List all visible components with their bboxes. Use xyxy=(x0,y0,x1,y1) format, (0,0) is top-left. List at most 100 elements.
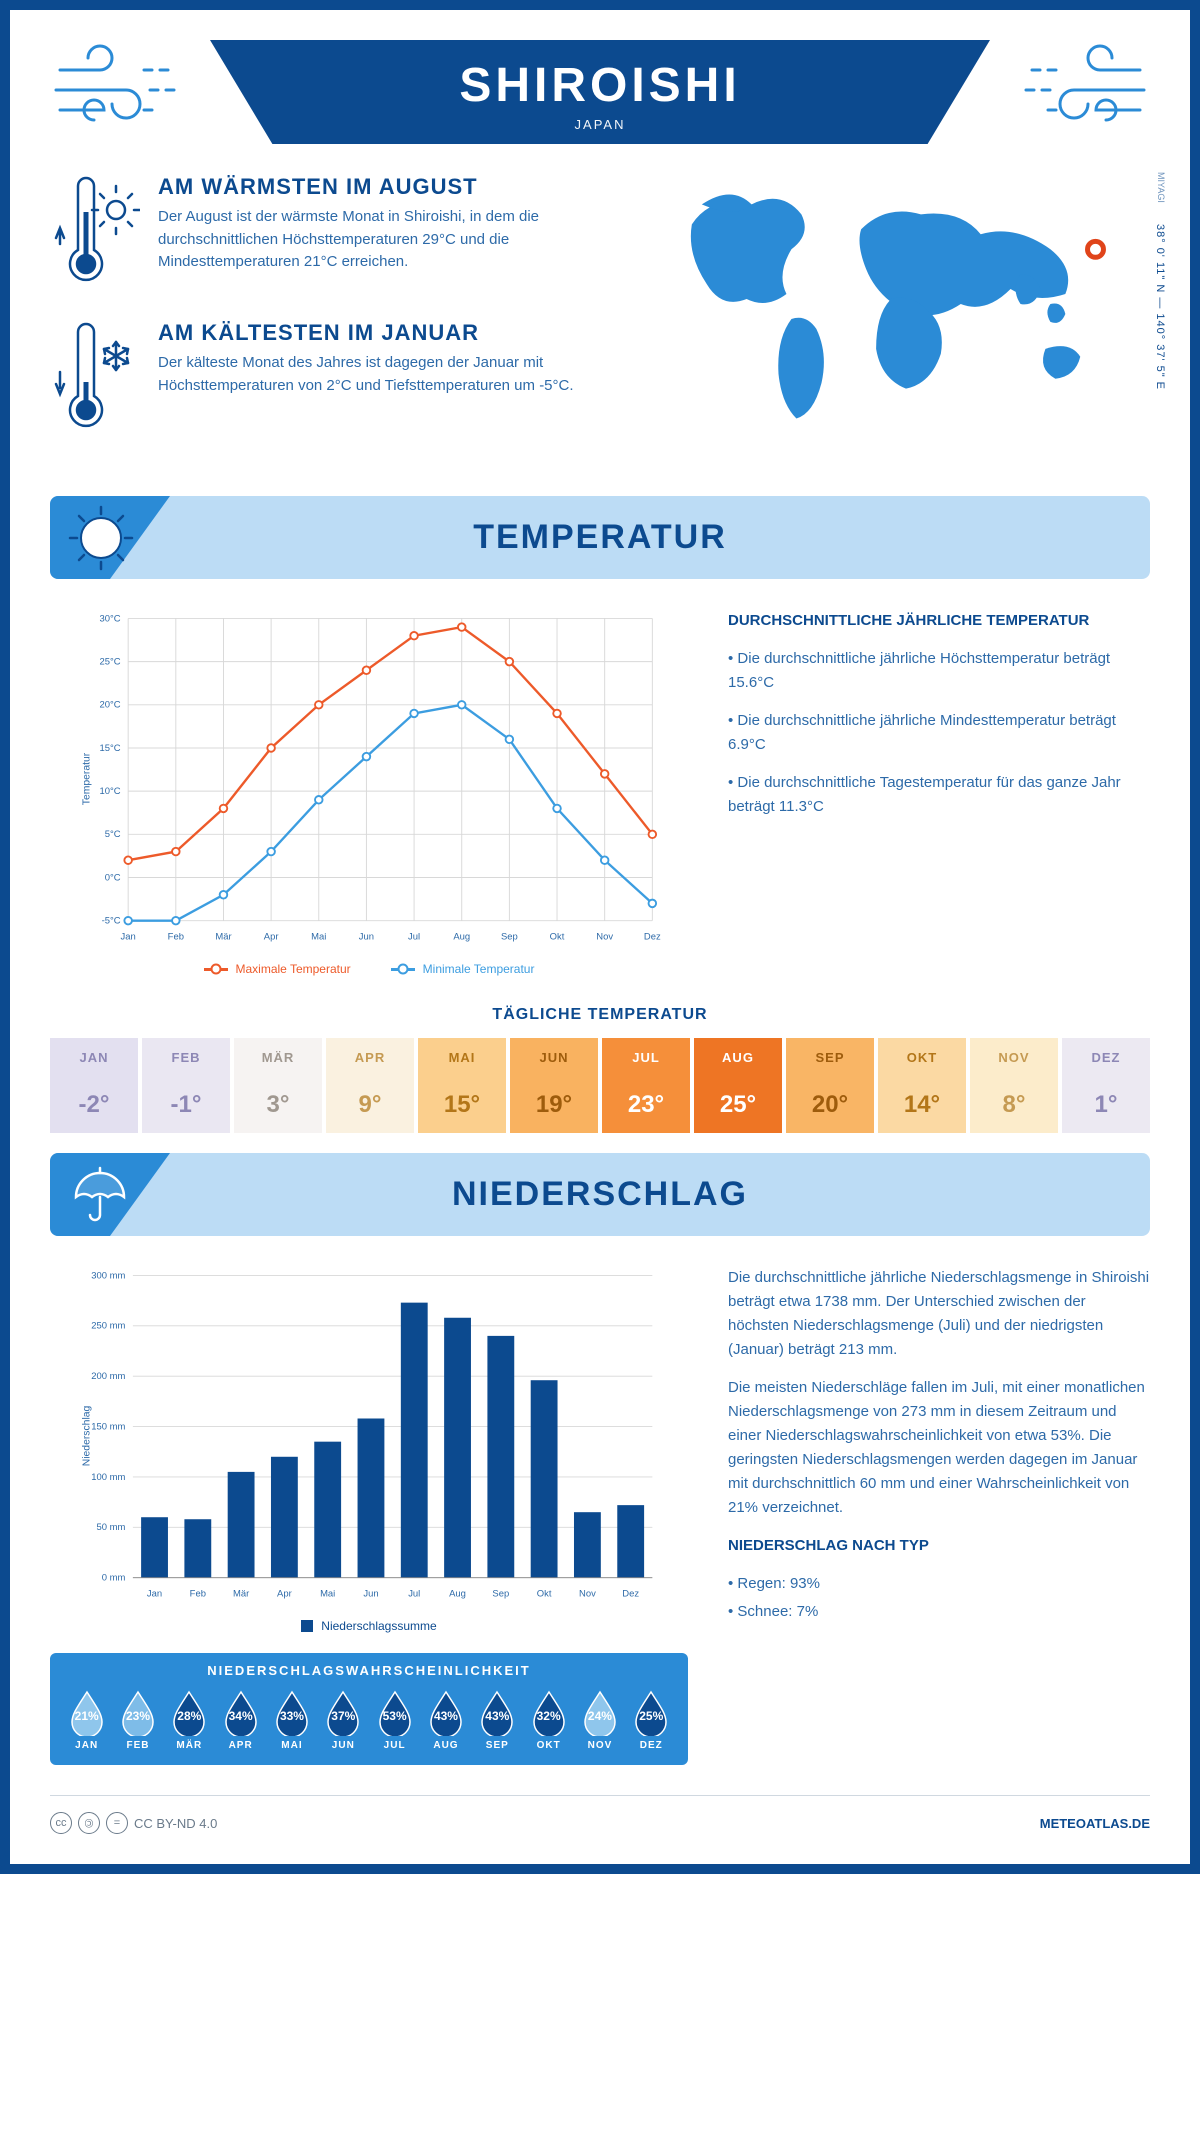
svg-text:5°C: 5°C xyxy=(105,829,121,840)
region-label: MIYAGI xyxy=(1156,172,1166,203)
daily-cell: JUN 19° xyxy=(510,1038,598,1133)
svg-text:Sep: Sep xyxy=(501,932,518,943)
svg-text:Feb: Feb xyxy=(168,932,184,943)
svg-text:Nov: Nov xyxy=(579,1589,596,1600)
world-map: MIYAGI 38° 0' 11" N — 140° 37' 5" E xyxy=(652,174,1150,466)
svg-text:Aug: Aug xyxy=(453,932,470,943)
daily-cell: AUG 25° xyxy=(694,1038,782,1133)
svg-text:0°C: 0°C xyxy=(105,872,121,883)
daily-cell: FEB -1° xyxy=(142,1038,230,1133)
svg-text:Mär: Mär xyxy=(233,1589,249,1600)
svg-text:Aug: Aug xyxy=(449,1589,466,1600)
svg-text:15°C: 15°C xyxy=(100,743,121,754)
precip-type-2: • Schnee: 7% xyxy=(728,1600,1150,1624)
precip-title: NIEDERSCHLAG xyxy=(50,1175,1150,1214)
precip-drop: 33% MAI xyxy=(267,1688,316,1751)
legend-precip-sum: Niederschlagssumme xyxy=(301,1619,436,1633)
precip-body-1: Die durchschnittliche jährliche Niedersc… xyxy=(728,1266,1150,1362)
temperature-chart-row: -5°C0°C5°C10°C15°C20°C25°C30°CJanFebMärA… xyxy=(50,609,1150,976)
temperature-title: TEMPERATUR xyxy=(50,518,1150,557)
svg-text:Nov: Nov xyxy=(596,932,613,943)
svg-text:Mär: Mär xyxy=(215,932,231,943)
intro-left: AM WÄRMSTEN IM AUGUST Der August ist der… xyxy=(50,174,622,466)
daily-cell: DEZ 1° xyxy=(1062,1038,1150,1133)
coldest-text: AM KÄLTESTEN IM JANUAR Der kälteste Mona… xyxy=(158,320,622,440)
world-map-svg xyxy=(652,174,1150,434)
svg-text:Okt: Okt xyxy=(537,1589,552,1600)
sun-icon xyxy=(66,503,136,573)
temp-side-3: • Die durchschnittliche Tagestemperatur … xyxy=(728,771,1150,819)
svg-text:Jun: Jun xyxy=(359,932,374,943)
daily-cell: JUL 23° xyxy=(602,1038,690,1133)
credit-text: METEOATLAS.DE xyxy=(1040,1816,1150,1831)
daily-temp-grid: JAN -2°FEB -1°MÄR 3°APR 9°MAI 15°JUN 19°… xyxy=(50,1038,1150,1133)
umbrella-icon xyxy=(66,1163,130,1227)
svg-text:Dez: Dez xyxy=(644,932,661,943)
precip-drop: 43% SEP xyxy=(473,1688,522,1751)
svg-text:100 mm: 100 mm xyxy=(91,1472,125,1483)
coldest-title: AM KÄLTESTEN IM JANUAR xyxy=(158,320,622,346)
svg-text:20°C: 20°C xyxy=(100,700,121,711)
daily-temp-title: TÄGLICHE TEMPERATUR xyxy=(50,1006,1150,1024)
footer: cc 🄯 = CC BY-ND 4.0 METEOATLAS.DE xyxy=(50,1795,1150,1834)
svg-text:Jul: Jul xyxy=(408,932,420,943)
precip-prob-box: NIEDERSCHLAGSWAHRSCHEINLICHKEIT 21% JAN … xyxy=(50,1653,688,1765)
precip-drop: 43% AUG xyxy=(421,1688,470,1751)
svg-text:10°C: 10°C xyxy=(100,786,121,797)
warmest-block: AM WÄRMSTEN IM AUGUST Der August ist der… xyxy=(50,174,622,294)
daily-cell: MÄR 3° xyxy=(234,1038,322,1133)
precip-prob-title: NIEDERSCHLAGSWAHRSCHEINLICHKEIT xyxy=(62,1663,676,1678)
svg-text:Jan: Jan xyxy=(147,1589,162,1600)
precip-chart-box: 0 mm50 mm100 mm150 mm200 mm250 mm300 mmN… xyxy=(50,1266,688,1765)
temp-side-1: • Die durchschnittliche jährliche Höchst… xyxy=(728,647,1150,695)
svg-text:Apr: Apr xyxy=(264,932,279,943)
cc-icon: cc xyxy=(50,1812,72,1834)
svg-text:-5°C: -5°C xyxy=(102,916,121,927)
daily-cell: NOV 8° xyxy=(970,1038,1058,1133)
precip-drop: 34% APR xyxy=(216,1688,265,1751)
thermometer-cold-icon xyxy=(50,320,140,440)
precip-chart-row: 0 mm50 mm100 mm150 mm200 mm250 mm300 mmN… xyxy=(50,1266,1150,1765)
precip-drop: 28% MÄR xyxy=(165,1688,214,1751)
warmest-title: AM WÄRMSTEN IM AUGUST xyxy=(158,174,622,200)
svg-text:Apr: Apr xyxy=(277,1589,292,1600)
temperature-line-chart: -5°C0°C5°C10°C15°C20°C25°C30°CJanFebMärA… xyxy=(50,609,688,949)
temperature-side-text: DURCHSCHNITTLICHE JÄHRLICHE TEMPERATUR •… xyxy=(728,609,1150,976)
warmest-body: Der August ist der wärmste Monat in Shir… xyxy=(158,206,622,274)
wind-icon-left xyxy=(50,40,190,140)
infographic-frame: SHIROISHI JAPAN xyxy=(0,0,1200,1874)
by-icon: 🄯 xyxy=(78,1812,100,1834)
coords-label: 38° 0' 11" N — 140° 37' 5" E xyxy=(1154,224,1166,390)
legend-max: Maximale Temperatur xyxy=(204,962,351,976)
daily-cell: JAN -2° xyxy=(50,1038,138,1133)
legend-precip-label: Niederschlagssumme xyxy=(321,1619,436,1633)
intro-row: AM WÄRMSTEN IM AUGUST Der August ist der… xyxy=(50,174,1150,466)
title-banner: SHIROISHI JAPAN xyxy=(210,40,990,144)
wind-icon-right xyxy=(1010,40,1150,140)
legend-min: Minimale Temperatur xyxy=(391,962,535,976)
daily-cell: MAI 15° xyxy=(418,1038,506,1133)
svg-text:300 mm: 300 mm xyxy=(91,1270,125,1281)
temp-side-2: • Die durchschnittliche jährliche Mindes… xyxy=(728,709,1150,757)
svg-text:Temperatur: Temperatur xyxy=(81,752,92,805)
precip-drop-row: 21% JAN 23% FEB 28% MÄR 34% APR 33% MAI xyxy=(62,1688,676,1751)
svg-text:25°C: 25°C xyxy=(100,656,121,667)
svg-text:50 mm: 50 mm xyxy=(96,1522,125,1533)
svg-text:150 mm: 150 mm xyxy=(91,1421,125,1432)
svg-text:Niederschlag: Niederschlag xyxy=(81,1405,92,1466)
precip-drop: 21% JAN xyxy=(62,1688,111,1751)
daily-cell: OKT 14° xyxy=(878,1038,966,1133)
precip-banner: NIEDERSCHLAG xyxy=(50,1153,1150,1236)
nd-icon: = xyxy=(106,1812,128,1834)
svg-text:30°C: 30°C xyxy=(100,613,121,624)
precip-drop: 32% OKT xyxy=(524,1688,573,1751)
svg-text:Okt: Okt xyxy=(550,932,565,943)
precip-body-2: Die meisten Niederschläge fallen im Juli… xyxy=(728,1376,1150,1520)
svg-text:200 mm: 200 mm xyxy=(91,1371,125,1382)
precip-drop: 53% JUL xyxy=(370,1688,419,1751)
svg-text:0 mm: 0 mm xyxy=(102,1573,126,1584)
daily-cell: SEP 20° xyxy=(786,1038,874,1133)
svg-text:Jul: Jul xyxy=(408,1589,420,1600)
svg-text:Mai: Mai xyxy=(320,1589,335,1600)
daily-cell: APR 9° xyxy=(326,1038,414,1133)
